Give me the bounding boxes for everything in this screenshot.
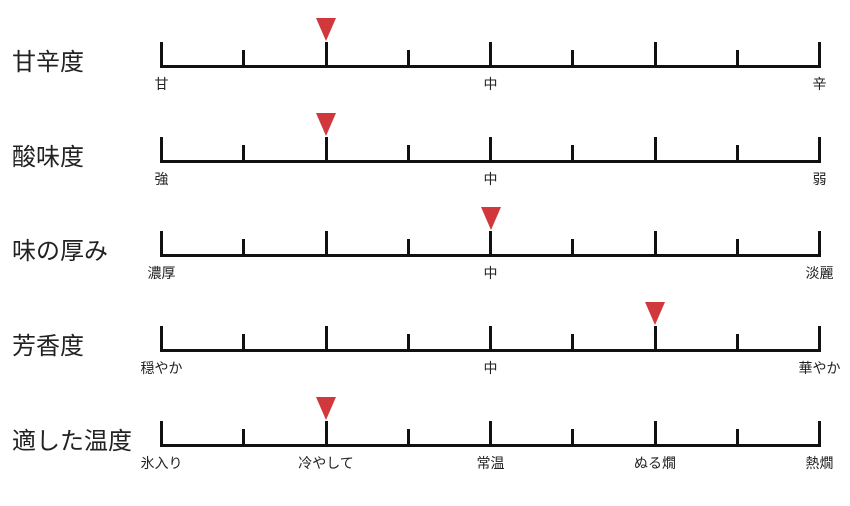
minor-tick xyxy=(735,239,739,257)
scale-label: 強 xyxy=(154,172,169,188)
minor-tick xyxy=(242,334,246,352)
scale-row: 芳香度穏やか 中 華やか xyxy=(0,302,850,382)
scale-row: 適した温度 氷入り 冷やして 常温 ぬる燗 熱燗 xyxy=(0,397,850,477)
major-tick xyxy=(818,137,821,163)
major-tick xyxy=(160,421,163,447)
minor-tick xyxy=(571,145,575,163)
scale-label: 濃厚 xyxy=(147,266,176,282)
scale-label: 中 xyxy=(483,266,498,282)
minor-tick xyxy=(735,50,739,68)
minor-tick xyxy=(242,429,246,447)
minor-tick xyxy=(735,334,739,352)
scale-title: 芳香度 xyxy=(12,332,84,360)
value-marker xyxy=(480,207,501,230)
scale-label: ぬる燗 xyxy=(634,456,676,472)
major-tick xyxy=(489,137,492,163)
scale-title: 適した温度 xyxy=(12,427,132,455)
minor-tick xyxy=(735,429,739,447)
major-tick xyxy=(818,421,821,447)
major-tick xyxy=(489,231,492,257)
minor-tick xyxy=(242,145,246,163)
major-tick xyxy=(324,137,328,163)
scale-label: 冷やして xyxy=(298,456,354,472)
major-tick xyxy=(653,231,657,257)
major-tick xyxy=(489,421,492,447)
minor-tick xyxy=(406,239,410,257)
minor-tick xyxy=(571,334,575,352)
scale-row: 酸味度強 中 弱 xyxy=(0,113,850,193)
major-tick xyxy=(160,231,163,257)
scale-label: 中 xyxy=(483,77,498,93)
scale-label: 甘 xyxy=(154,77,169,93)
scale-label: 華やか xyxy=(798,361,841,377)
scale-label: 穏やか xyxy=(140,361,183,377)
major-tick xyxy=(160,326,163,352)
major-tick xyxy=(818,326,821,352)
scale-label: 熱燗 xyxy=(805,456,834,472)
scale-label: 中 xyxy=(483,172,498,188)
major-tick xyxy=(489,42,492,68)
minor-tick xyxy=(406,145,410,163)
major-tick xyxy=(653,326,657,352)
scale-title: 味の厚み xyxy=(12,237,108,265)
value-marker xyxy=(316,397,336,420)
major-tick xyxy=(160,137,163,163)
minor-tick xyxy=(242,50,246,68)
major-tick xyxy=(653,421,657,447)
minor-tick xyxy=(571,429,575,447)
scale-title: 甘辛度 xyxy=(12,48,84,76)
major-tick xyxy=(324,231,328,257)
minor-tick xyxy=(242,239,246,257)
major-tick xyxy=(324,326,328,352)
minor-tick xyxy=(406,334,410,352)
scale-label: 辛 xyxy=(812,77,827,93)
major-tick xyxy=(818,231,821,257)
scale-label: 常温 xyxy=(476,456,505,472)
scale-title: 酸味度 xyxy=(12,143,84,171)
scale-label: 氷入り xyxy=(140,456,183,472)
major-tick xyxy=(324,421,328,447)
value-marker xyxy=(316,18,336,41)
major-tick xyxy=(489,326,492,352)
scale-row: 味の厚み濃厚 中 淡麗 xyxy=(0,207,850,287)
minor-tick xyxy=(571,239,575,257)
scale-label: 中 xyxy=(483,361,498,377)
minor-tick xyxy=(406,429,410,447)
major-tick xyxy=(653,137,657,163)
major-tick xyxy=(324,42,328,68)
minor-tick xyxy=(735,145,739,163)
major-tick xyxy=(818,42,821,68)
value-marker xyxy=(645,302,665,325)
minor-tick xyxy=(571,50,575,68)
major-tick xyxy=(653,42,657,68)
value-marker xyxy=(316,113,336,136)
minor-tick xyxy=(406,50,410,68)
scale-label: 弱 xyxy=(812,172,827,188)
major-tick xyxy=(160,42,163,68)
scale-row: 甘辛度甘 中 辛 xyxy=(0,18,850,98)
scale-label: 淡麗 xyxy=(805,266,834,282)
